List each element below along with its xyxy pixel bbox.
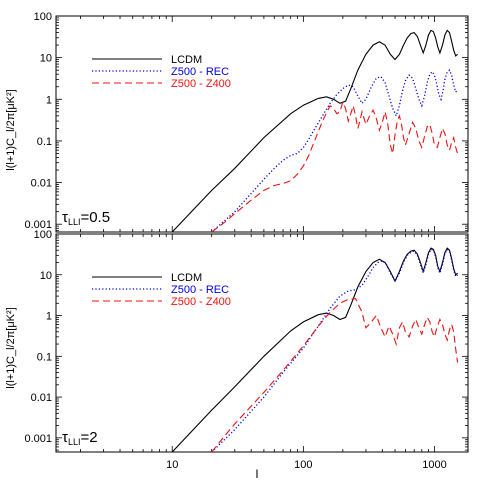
y-axis-label-top: l(l+1)C_l/2π[μK²]: [5, 89, 17, 170]
series-line-z500-rec: [211, 248, 459, 452]
plot-frame: [55, 15, 469, 233]
x-tick-label: 10: [166, 459, 178, 471]
series-line-z500-z400: [211, 100, 459, 232]
y-axis-label-bottom: l(l+1)C_l/2π[μK²]: [5, 307, 17, 388]
y-tick-label: 0.1: [37, 136, 52, 148]
y-tick-label: 0.01: [31, 392, 52, 404]
legend-label: Z500 - REC: [171, 66, 229, 78]
series-line-lcdm: [171, 247, 458, 452]
y-tick-label: 0.001: [24, 219, 52, 231]
plot-frame: [55, 233, 469, 453]
x-axis-label: l: [256, 467, 259, 481]
y-tick-label: 10: [40, 53, 52, 65]
tau-annotation: τLLI=2: [62, 429, 98, 447]
y-tick-label: 100: [34, 11, 52, 23]
y-tick-label: 1: [46, 311, 52, 323]
series-group: [171, 247, 459, 452]
series-group: [171, 29, 459, 232]
tau-annotation: τLLI=0.5: [62, 209, 110, 227]
y-tick-label: 10: [40, 270, 52, 282]
series-line-lcdm: [171, 29, 458, 232]
y-tick-label: 0.001: [24, 433, 52, 445]
y-tick-label: 1: [46, 94, 52, 106]
legend-label: LCDM: [171, 54, 202, 66]
x-tick-label: 1000: [422, 459, 446, 471]
y-tick-label: 0.01: [31, 178, 52, 190]
legend-label: LCDM: [171, 272, 202, 284]
y-tick-label: 0.1: [37, 351, 52, 363]
legend-label: Z500 - REC: [171, 284, 229, 296]
legend-label: Z500 - Z400: [171, 296, 231, 308]
series-line-z500-rec: [211, 69, 459, 232]
series-line-z500-z400: [211, 298, 459, 452]
legend-label: Z500 - Z400: [171, 78, 231, 90]
y-tick-label: 100: [34, 229, 52, 241]
x-tick-label: 100: [294, 459, 312, 471]
